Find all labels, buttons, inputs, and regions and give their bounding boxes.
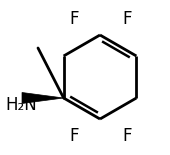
Text: F: F: [69, 10, 79, 28]
Text: H₂N: H₂N: [5, 96, 37, 114]
Text: F: F: [122, 127, 132, 145]
Text: F: F: [69, 127, 79, 145]
Polygon shape: [22, 93, 64, 104]
Text: F: F: [122, 10, 132, 28]
